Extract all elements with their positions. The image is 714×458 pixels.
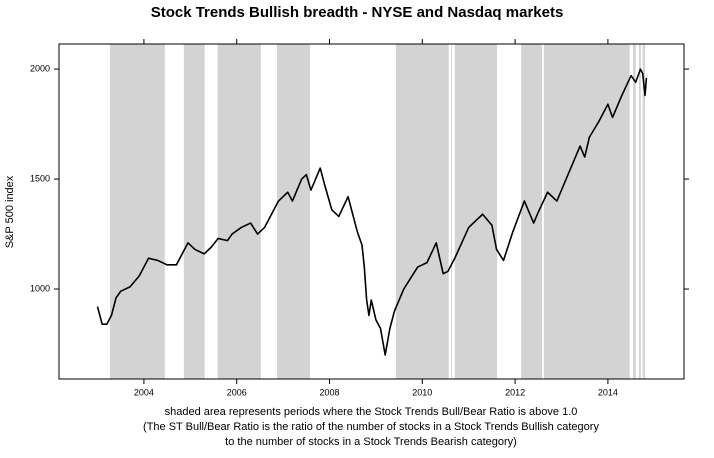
y-tick-label: 1000 <box>30 283 50 293</box>
shaded-period <box>521 44 543 379</box>
y-tick-label: 1500 <box>30 173 50 183</box>
shaded-period <box>642 44 646 379</box>
x-tick-label: 2010 <box>412 387 432 397</box>
y-axis-label: S&P 500 index <box>4 175 16 248</box>
shaded-period <box>543 44 630 379</box>
shaded-period <box>277 44 311 379</box>
note: shaded area represents periods where the… <box>165 406 578 418</box>
shaded-period <box>454 44 498 379</box>
note: to the number of stocks in a Stock Trend… <box>225 436 517 448</box>
x-tick-label: 2004 <box>134 387 154 397</box>
shaded-period <box>110 44 165 379</box>
shaded-period <box>632 44 636 379</box>
chart-title: Stock Trends Bullish breadth - NYSE and … <box>151 4 564 21</box>
shaded-period <box>451 44 453 379</box>
plot-frame <box>58 43 685 380</box>
shaded-period <box>183 44 205 379</box>
shaded-period <box>638 44 641 379</box>
shaded-period <box>395 44 449 379</box>
shaded-period <box>217 44 261 379</box>
x-tick-label: 2012 <box>505 387 525 397</box>
x-tick-label: 2008 <box>319 387 339 397</box>
x-tick-label: 2014 <box>598 387 618 397</box>
x-tick-label: 2006 <box>227 387 247 397</box>
y-tick-label: 2000 <box>30 63 50 73</box>
note: (The ST Bull/Bear Ratio is the ratio of … <box>143 421 599 433</box>
series-line <box>96 68 648 356</box>
